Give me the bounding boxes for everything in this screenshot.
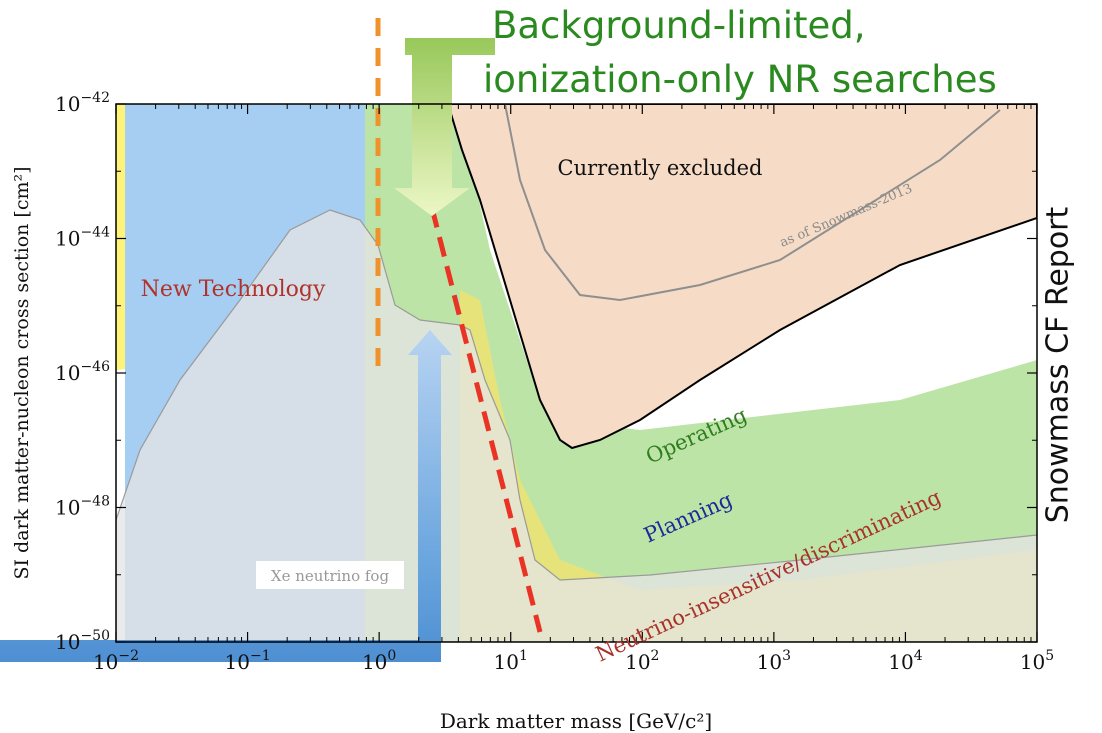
y-tick-label: 10−48: [55, 494, 110, 520]
x-tick-label: 10−2: [93, 648, 139, 674]
x-tick-label: 10−1: [225, 648, 271, 674]
x-axis-label: Dark matter mass [GeV/c²]: [440, 709, 712, 733]
y-axis-label: SI dark matter-nucleon cross section [cm…: [11, 166, 33, 579]
heading-line-1: Background-limited,: [492, 4, 866, 47]
snowmass-2013-curve: [504, 104, 1001, 302]
label-neutrino-fog: Xe neutrino fog: [271, 567, 390, 585]
x-tick-label: 102: [625, 648, 659, 674]
x-axis-ticks: 10−2 10−1 100 101 102 103 104 105: [93, 104, 1054, 674]
y-tick-label: 10−42: [55, 90, 110, 116]
y-tick-label: 10−46: [55, 359, 110, 385]
y-tick-label: 10−50: [55, 628, 110, 654]
region-currently-excluded: [446, 104, 1037, 450]
green-down-arrow: [394, 38, 495, 216]
label-new-technology: New Technology: [141, 277, 326, 302]
label-currently-excluded: Currently excluded: [558, 156, 763, 180]
x-tick-label: 100: [362, 648, 396, 674]
red-dashed-trend-line: [429, 207, 543, 633]
side-label-snowmass-report: Snowmass CF Report: [1040, 206, 1076, 524]
region-neutrino-fog: [116, 209, 1037, 642]
x-tick-label: 103: [757, 648, 791, 674]
x-tick-label: 104: [888, 648, 922, 674]
heading-line-2: ionization-only NR searches: [483, 58, 997, 101]
plot-regions: [116, 104, 1037, 642]
x-tick-label: 101: [494, 648, 528, 674]
fog-label-box: [256, 561, 404, 589]
x-tick-label: 105: [1020, 648, 1054, 674]
y-tick-label: 10−44: [55, 225, 110, 251]
y-axis-ticks: 10−50 10−48 10−46 10−44 10−42: [55, 90, 1037, 654]
